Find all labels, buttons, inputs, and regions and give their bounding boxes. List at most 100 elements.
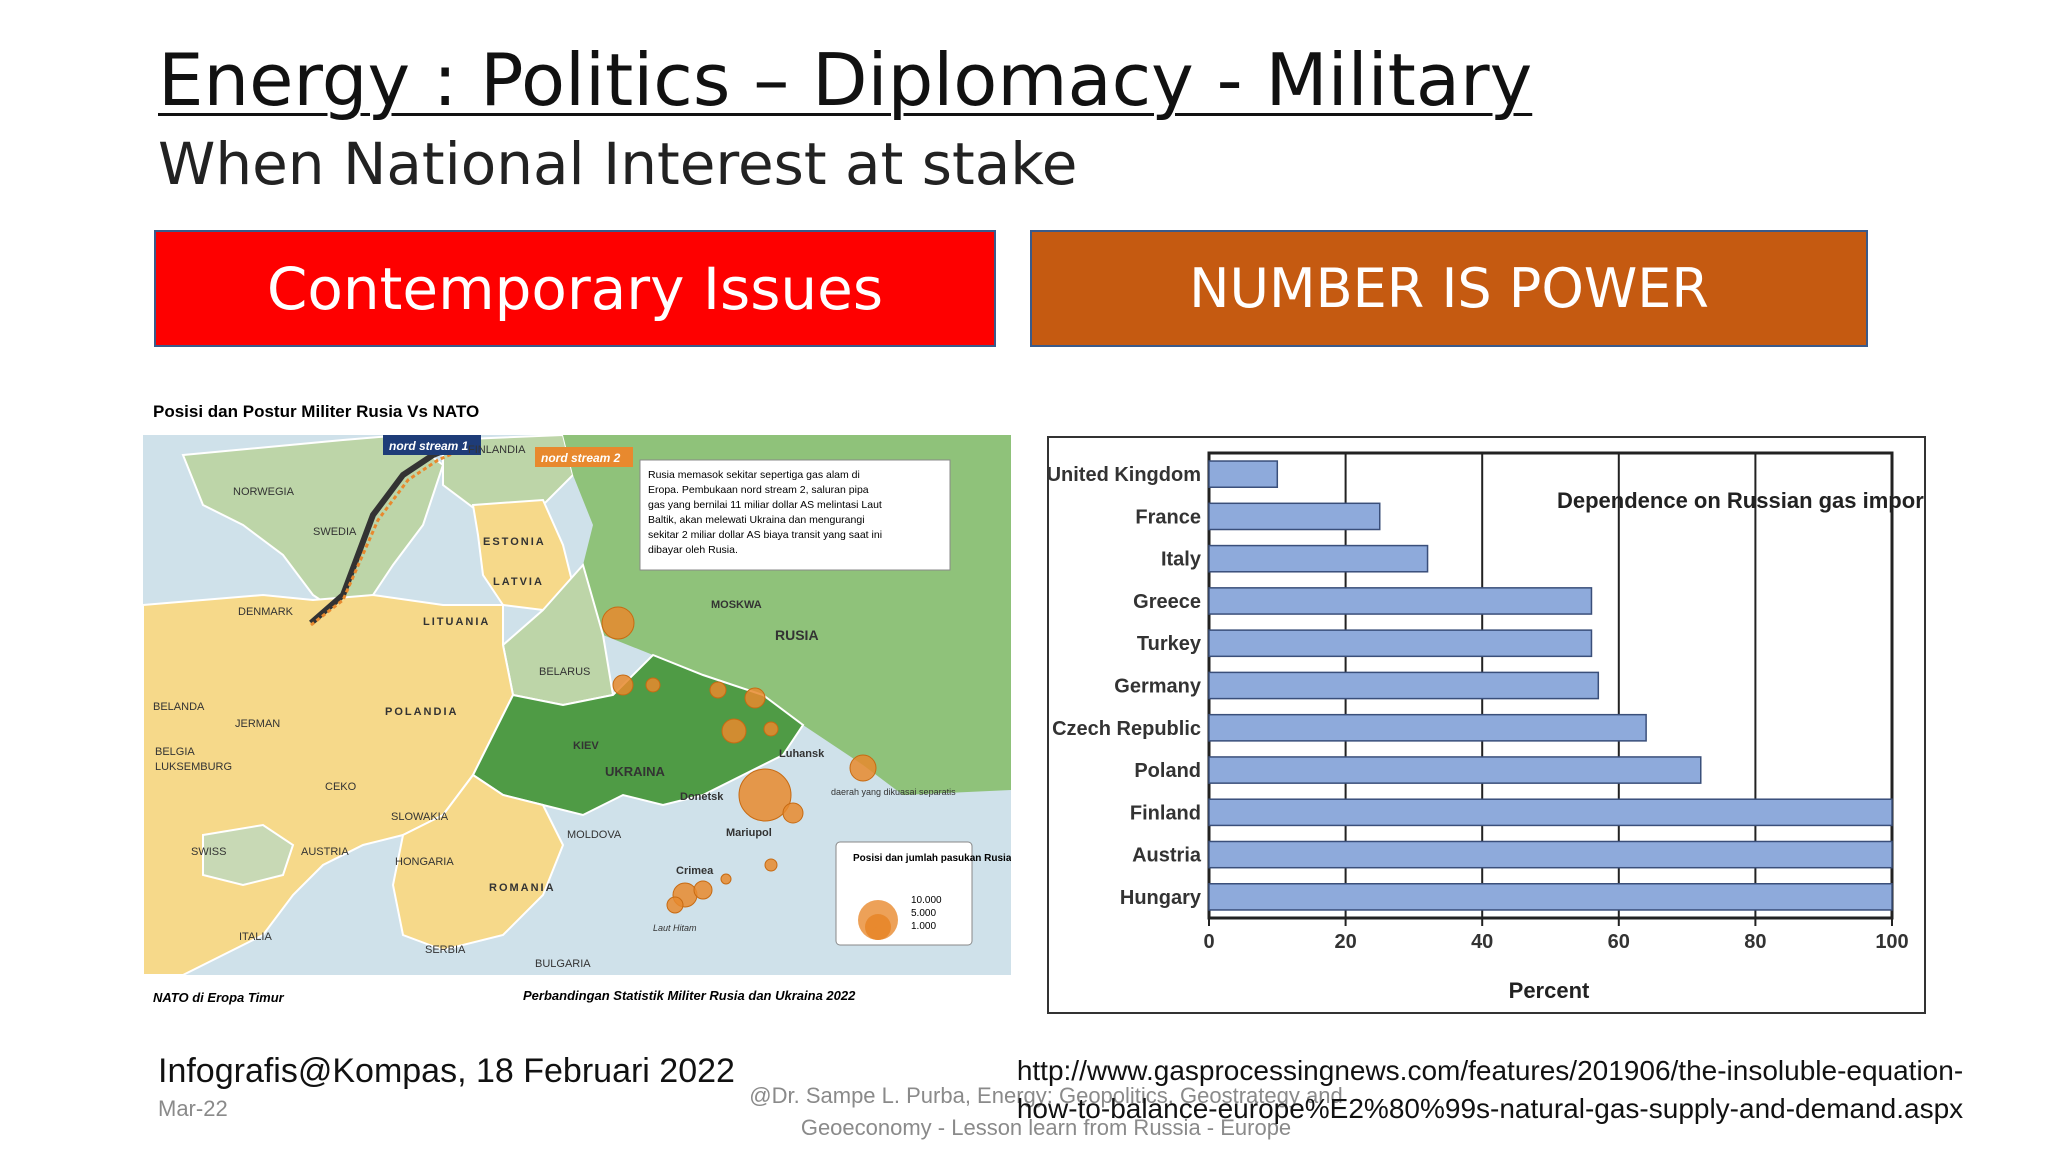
map-footer-right: Perbandingan Statistik Militer Rusia dan… bbox=[523, 988, 856, 1003]
note-line: Baltik, akan melewati Ukraina dan mengur… bbox=[648, 514, 865, 526]
label-serbia: SERBIA bbox=[425, 944, 466, 956]
bar bbox=[1208, 713, 1647, 742]
troop-marker bbox=[849, 754, 877, 782]
category-label: Hungary bbox=[1120, 887, 1202, 909]
troop-marker bbox=[720, 873, 732, 885]
label-romania: ROMANIA bbox=[489, 882, 556, 894]
number-is-power-label: NUMBER IS POWER bbox=[1189, 257, 1709, 320]
info-note-text: Rusia memasok sekitar sepertiga gas alam… bbox=[648, 469, 882, 556]
troop-marker bbox=[645, 677, 661, 693]
nord-stream-1-tag bbox=[383, 435, 481, 455]
nord-stream-2-label: nord stream 2 bbox=[541, 451, 621, 465]
category-label: France bbox=[1135, 506, 1201, 528]
label-moskwa: MOSKWA bbox=[711, 599, 762, 611]
slide-title: Energy : Politics – Diplomacy - Military bbox=[158, 38, 1533, 122]
legend-value: 10.000 bbox=[911, 895, 942, 906]
bar bbox=[1208, 587, 1593, 615]
bar bbox=[1208, 798, 1893, 827]
label-ceko: CEKO bbox=[325, 781, 357, 793]
label-jerman: JERMAN bbox=[235, 718, 280, 730]
bar bbox=[1208, 840, 1893, 869]
troop-marker bbox=[601, 606, 635, 640]
x-tick-label: 80 bbox=[1744, 931, 1766, 953]
label-austria: AUSTRIA bbox=[301, 846, 349, 858]
label-denmark: DENMARK bbox=[238, 606, 294, 618]
label-estonia: ESTONIA bbox=[483, 536, 546, 548]
label-swedia: SWEDIA bbox=[313, 526, 357, 538]
nord-stream-1-label: nord stream 1 bbox=[389, 439, 469, 453]
label-luksemburg: LUKSEMBURG bbox=[155, 761, 232, 773]
category-label: Austria bbox=[1132, 845, 1202, 867]
troop-marker bbox=[744, 687, 766, 709]
category-label: Greece bbox=[1133, 591, 1201, 613]
map-footer-left: NATO di Eropa Timur bbox=[153, 990, 285, 1005]
label-crimea: Crimea bbox=[676, 865, 714, 877]
x-tick-label: 40 bbox=[1471, 931, 1493, 953]
info-note-box bbox=[639, 459, 951, 571]
label-ukraina: UKRAINA bbox=[605, 764, 666, 779]
bar bbox=[1208, 629, 1593, 658]
category-label: Finland bbox=[1130, 802, 1201, 824]
chart-x-axis-label: Percent bbox=[1509, 978, 1590, 1003]
romania-bulgaria-land bbox=[391, 773, 565, 952]
category-label: Czech Republic bbox=[1052, 718, 1201, 740]
label-donetsk: Donetsk bbox=[680, 791, 724, 803]
category-label: Germany bbox=[1114, 676, 1202, 698]
label-hongaria: HONGARIA bbox=[395, 856, 454, 868]
label-mariupol: Mariupol bbox=[726, 827, 772, 839]
slide-author-footer: @Dr. Sampe L. Purba, Energy: Geopolitics… bbox=[749, 1083, 1343, 1140]
bar bbox=[1208, 502, 1381, 531]
troop-marker bbox=[612, 674, 634, 696]
map-svg: Posisi dan Postur Militer Rusia Vs NATO … bbox=[142, 395, 1012, 1010]
troop-marker bbox=[782, 802, 804, 824]
map-title: Posisi dan Postur Militer Rusia Vs NATO bbox=[153, 402, 479, 421]
legend-circle-small bbox=[872, 927, 884, 939]
legend-value: 1.000 bbox=[911, 921, 936, 932]
troop-marker bbox=[763, 721, 779, 737]
slide-subtitle: When National Interest at stake bbox=[158, 130, 1078, 198]
troop-marker bbox=[764, 858, 778, 872]
chart-title: Dependence on Russian gas imports bbox=[1557, 488, 1924, 513]
label-norwegia: NORWEGIA bbox=[233, 486, 295, 498]
x-tick-label: 100 bbox=[1875, 931, 1908, 953]
note-line: Rusia memasok sekitar sepertiga gas alam… bbox=[648, 469, 860, 481]
x-tick-label: 20 bbox=[1334, 931, 1356, 953]
contemporary-issues-label: Contemporary Issues bbox=[266, 254, 884, 323]
x-tick-label: 0 bbox=[1203, 931, 1214, 953]
bar bbox=[1208, 756, 1702, 784]
troop-marker bbox=[693, 880, 713, 900]
label-kiev: KIEV bbox=[573, 740, 599, 752]
troop-marker bbox=[666, 896, 684, 914]
bar bbox=[1208, 544, 1429, 573]
label-belarus: BELARUS bbox=[539, 666, 590, 678]
label-lituania: LITUANIA bbox=[423, 616, 490, 628]
swiss-land bbox=[202, 823, 295, 887]
note-line: sekitar 2 miliar dollar AS biaya transit… bbox=[648, 529, 882, 541]
label-laut-hitam: Laut Hitam bbox=[653, 923, 697, 933]
label-polandia: POLANDIA bbox=[385, 706, 458, 718]
label-daerah-separatis: daerah yang dikuasai separatis bbox=[831, 787, 956, 797]
bar bbox=[1208, 883, 1893, 911]
legend-value: 5.000 bbox=[911, 908, 936, 919]
nord-stream-2-pipeline bbox=[310, 445, 469, 627]
country-labels: FINLANDIA NORWEGIA SWEDIA ESTONIA LATVIA… bbox=[153, 444, 956, 970]
black-sea bbox=[553, 825, 773, 945]
number-is-power-header: NUMBER IS POWER bbox=[1030, 230, 1868, 347]
contemporary-issues-header: Contemporary Issues bbox=[154, 230, 996, 347]
russian-troop-markers bbox=[601, 606, 877, 914]
label-swiss: SWISS bbox=[191, 846, 226, 858]
note-line: gas yang bernilai 11 miliar dollar AS me… bbox=[648, 499, 882, 511]
label-luhansk: Luhansk bbox=[779, 748, 825, 760]
infographic-credit: Infografis@Kompas, 18 Februari 2022 bbox=[158, 1052, 735, 1090]
note-line: dibayar oleh Rusia. bbox=[648, 544, 738, 556]
bar bbox=[1208, 671, 1600, 700]
russia-nato-map-infographic: Posisi dan Postur Militer Rusia Vs NATO … bbox=[142, 395, 1012, 1010]
category-label: United Kingdom bbox=[1049, 464, 1201, 486]
label-slowakia: SLOWAKIA bbox=[391, 811, 449, 823]
chart-svg: Dependence on Russian gas imports Percen… bbox=[1047, 451, 1943, 1003]
category-label: Italy bbox=[1161, 549, 1202, 571]
label-rusia: RUSIA bbox=[775, 627, 819, 643]
troop-marker bbox=[721, 718, 747, 744]
x-tick-label: 60 bbox=[1608, 931, 1630, 953]
note-line: Eropa. Pembukaan nord stream 2, saluran … bbox=[648, 484, 869, 496]
